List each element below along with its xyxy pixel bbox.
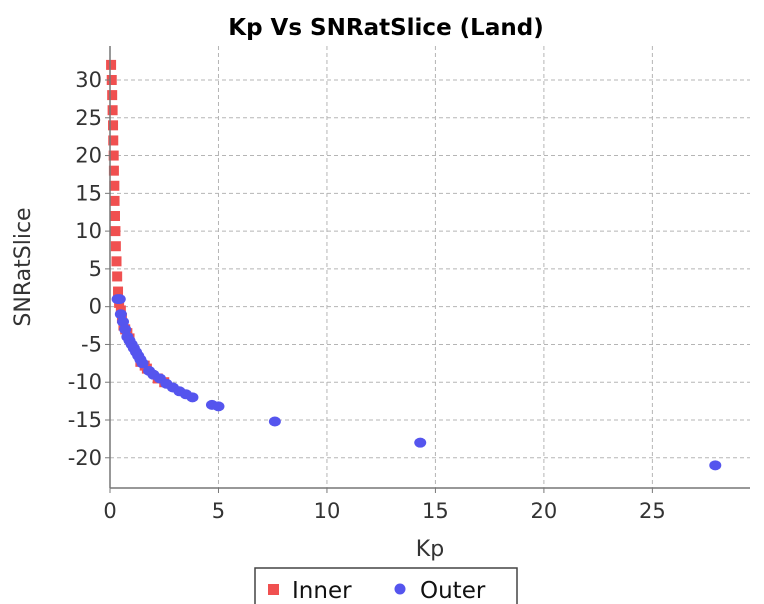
inner-point — [108, 135, 119, 146]
x-tick-label: 10 — [314, 499, 341, 523]
inner-point — [107, 90, 118, 101]
legend-inner-label: Inner — [292, 578, 352, 604]
outer-point — [268, 416, 281, 427]
legend-inner-marker — [268, 584, 279, 595]
inner-point — [113, 286, 124, 297]
inner-point — [106, 59, 117, 70]
inner-point — [108, 165, 119, 176]
inner-point — [108, 150, 119, 161]
outer-point — [113, 294, 126, 305]
outer-point — [114, 309, 127, 320]
chart-title: Kp Vs SNRatSlice (Land) — [228, 15, 543, 41]
outer-point — [212, 401, 225, 412]
inner-point — [106, 75, 117, 85]
grid — [110, 46, 750, 488]
inner-point — [110, 226, 121, 237]
legend-outer-label: Outer — [420, 578, 486, 604]
inner-point — [109, 211, 120, 221]
x-tick-label: 20 — [531, 499, 558, 523]
plot-area — [110, 46, 750, 488]
y-tick-label: 15 — [75, 181, 102, 205]
outer-point — [117, 316, 130, 327]
y-tick-label: 25 — [75, 106, 102, 130]
outer-point — [119, 324, 132, 335]
y-tick-label: -15 — [68, 408, 102, 432]
x-axis-ticks: 0 5 10 15 20 25 — [103, 488, 666, 523]
inner-point — [111, 256, 122, 267]
outer-point — [414, 437, 427, 448]
legend: Inner Outer — [254, 567, 518, 604]
y-tick-label: 20 — [75, 144, 102, 168]
x-axis-label: Kp — [416, 537, 444, 562]
y-tick-label: 30 — [75, 68, 102, 92]
outer-point — [709, 460, 722, 471]
y-tick-label: -5 — [81, 332, 102, 356]
y-axis-label: SNRatSlice — [11, 207, 36, 326]
y-tick-label: -10 — [68, 370, 102, 394]
legend-outer-marker — [394, 583, 406, 595]
y-tick-label: 5 — [89, 257, 102, 281]
y-tick-label: 10 — [75, 219, 102, 243]
x-tick-label: 25 — [639, 499, 666, 523]
x-tick-label: 0 — [103, 499, 116, 523]
x-tick-label: 5 — [212, 499, 225, 523]
y-axis-ticks: -20 -15 -10 -5 0 5 10 15 20 25 30 — [68, 68, 110, 470]
inner-point — [108, 120, 119, 131]
inner-point — [109, 180, 120, 191]
legend-box — [254, 567, 518, 604]
inner-point — [110, 241, 121, 252]
y-tick-label: -20 — [68, 446, 102, 470]
outer-point — [136, 358, 149, 369]
y-tick-label: 0 — [89, 295, 102, 319]
outer-series — [111, 294, 722, 471]
outer-point — [186, 392, 199, 403]
inner-point — [107, 105, 118, 116]
x-tick-label: 15 — [422, 499, 449, 523]
inner-point — [109, 195, 120, 206]
inner-point — [112, 271, 123, 282]
